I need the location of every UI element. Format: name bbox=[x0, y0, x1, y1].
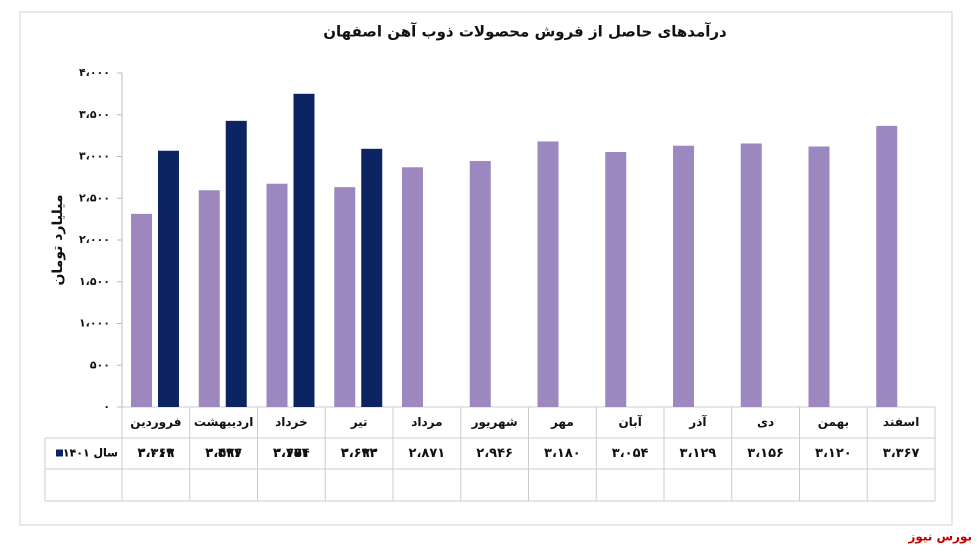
y-tick-label: ۰ bbox=[103, 400, 110, 413]
x-tick-label: تیر bbox=[350, 415, 368, 429]
bar bbox=[402, 167, 423, 407]
bar bbox=[334, 187, 356, 407]
data-label: ۲،۳۱۳ bbox=[138, 446, 175, 461]
x-tick-label: فروردین bbox=[130, 415, 181, 430]
y-tick-label: ۱،۵۰۰ bbox=[79, 275, 110, 288]
data-label: ۳،۱۲۰ bbox=[815, 446, 852, 461]
data-label: ۲،۸۷۱ bbox=[409, 446, 446, 461]
x-tick-label: مهر bbox=[550, 415, 574, 429]
chart-title: درآمدهای حاصل از فروش محصولات ذوب آهن اص… bbox=[323, 23, 727, 41]
x-tick-label: شهریور bbox=[471, 415, 518, 430]
legend-label: سال ۱۴۰۰ bbox=[63, 447, 118, 460]
y-tick-label: ۴،۰۰۰ bbox=[79, 66, 110, 79]
data-label: ۳،۷۵۱ bbox=[273, 446, 310, 461]
y-tick-label: ۱،۰۰۰ bbox=[79, 317, 110, 330]
y-tick-label: ۳،۰۰۰ bbox=[79, 150, 110, 163]
x-tick-label: اسفند bbox=[883, 415, 919, 429]
bar bbox=[740, 143, 762, 407]
x-tick-label: آبان bbox=[618, 414, 642, 429]
data-label: ۲،۵۹۶ bbox=[205, 446, 242, 461]
data-label: ۳،۰۶۹ bbox=[138, 446, 175, 461]
bar bbox=[293, 93, 315, 407]
data-label: ۳،۰۵۴ bbox=[612, 446, 649, 461]
x-tick-label: آذر bbox=[688, 414, 707, 429]
y-tick-label: ۳،۵۰۰ bbox=[79, 108, 110, 121]
data-label: ۳،۱۲۹ bbox=[680, 446, 717, 461]
y-tick-label: ۵۰۰ bbox=[90, 358, 110, 371]
y-tick-label: ۲،۰۰۰ bbox=[79, 233, 110, 246]
frame bbox=[19, 11, 953, 526]
bar bbox=[266, 183, 288, 407]
y-tick-label: ۲،۵۰۰ bbox=[79, 191, 110, 204]
bar bbox=[808, 146, 830, 408]
bar bbox=[876, 125, 898, 407]
x-tick-label: خرداد bbox=[275, 415, 308, 429]
bar bbox=[131, 213, 152, 407]
legend-swatch bbox=[56, 449, 63, 457]
source: بورس نیوز bbox=[907, 530, 972, 545]
data-label: ۳،۰۹۲ bbox=[341, 446, 378, 461]
data-label: ۳،۱۵۶ bbox=[747, 446, 784, 461]
x-tick-label: مرداد bbox=[411, 415, 442, 429]
bar bbox=[469, 161, 491, 407]
bar bbox=[198, 190, 220, 407]
data-label: ۲،۹۴۶ bbox=[476, 446, 513, 461]
x-tick-label: اردیبهشت bbox=[194, 415, 253, 429]
bar bbox=[158, 150, 179, 407]
legend-label: سال ۱۴۰۱ bbox=[63, 447, 118, 460]
data-label: ۳،۱۸۰ bbox=[544, 446, 581, 461]
y-axis-label: میلیارد تومان bbox=[50, 194, 66, 285]
data-label: ۳،۴۲۷ bbox=[205, 446, 242, 461]
data-label: ۲،۶۳۳ bbox=[341, 446, 378, 461]
bar bbox=[673, 145, 694, 407]
bar bbox=[605, 151, 627, 407]
x-tick-label: دی bbox=[757, 415, 774, 429]
x-tick-label: بهمن bbox=[818, 415, 849, 429]
bar bbox=[225, 120, 247, 408]
bar bbox=[361, 148, 383, 407]
bar bbox=[537, 141, 559, 407]
data-label: ۲،۶۷۴ bbox=[273, 446, 310, 461]
data-label: ۳،۳۶۷ bbox=[883, 446, 920, 461]
